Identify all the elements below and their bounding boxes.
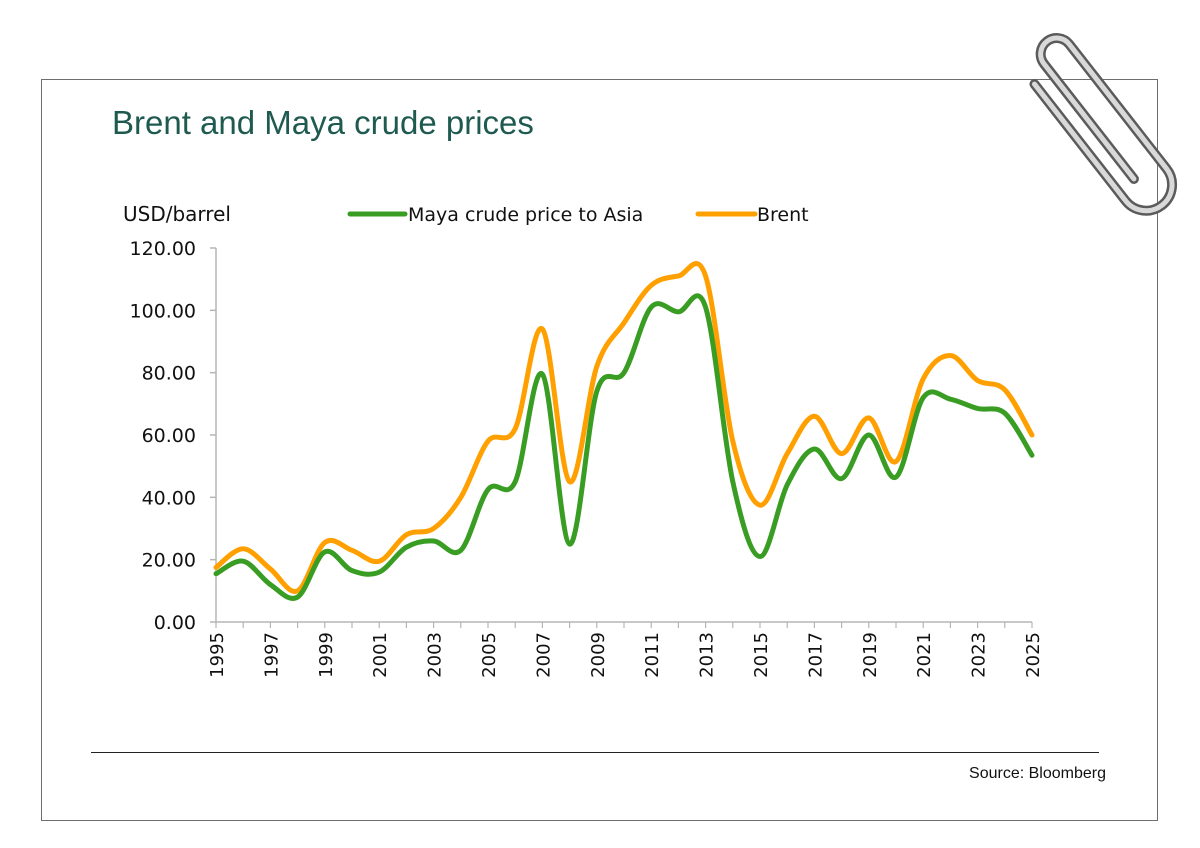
series-line-maya xyxy=(213,293,1035,601)
source-note: Source: Bloomberg xyxy=(969,765,1106,782)
y-tick-label: 80.00 xyxy=(142,363,196,385)
y-tick-label: 40.00 xyxy=(142,487,196,509)
y-axis-label: USD/barrel xyxy=(123,202,231,226)
x-tick-label: 2013 xyxy=(697,632,718,678)
x-tick-label: 2015 xyxy=(751,632,772,678)
x-tick-label: 2003 xyxy=(425,632,446,678)
x-tick-label: 1997 xyxy=(261,632,282,678)
y-tick-label: 20.00 xyxy=(142,550,196,572)
y-tick-label: 120.00 xyxy=(130,238,196,260)
x-tick-label: 2021 xyxy=(914,632,935,678)
x-tick-label: 2001 xyxy=(370,632,391,678)
y-tick-label: 60.00 xyxy=(142,425,196,447)
y-tick-label: 100.00 xyxy=(130,300,196,322)
x-tick-label: 2025 xyxy=(1023,632,1044,678)
series-line-brent xyxy=(213,260,1035,594)
x-tick-label: 2019 xyxy=(860,632,881,678)
x-tick-label: 1995 xyxy=(207,632,228,678)
x-tick-label: 2005 xyxy=(479,632,500,678)
x-tick-label: 2023 xyxy=(969,632,990,678)
legend-label-brent: Brent xyxy=(757,204,809,226)
y-tick-label: 0.00 xyxy=(154,612,196,634)
legend-label-maya: Maya crude price to Asia xyxy=(408,204,643,226)
x-tick-label: 2011 xyxy=(642,632,663,678)
x-tick-label: 2017 xyxy=(805,632,826,678)
page-title: Brent and Maya crude prices xyxy=(112,104,534,141)
chart-card xyxy=(41,79,1158,821)
x-tick-label: 2009 xyxy=(588,632,609,678)
x-tick-label: 1999 xyxy=(316,632,337,678)
divider-line xyxy=(91,752,1099,753)
x-tick-label: 2007 xyxy=(533,632,554,678)
